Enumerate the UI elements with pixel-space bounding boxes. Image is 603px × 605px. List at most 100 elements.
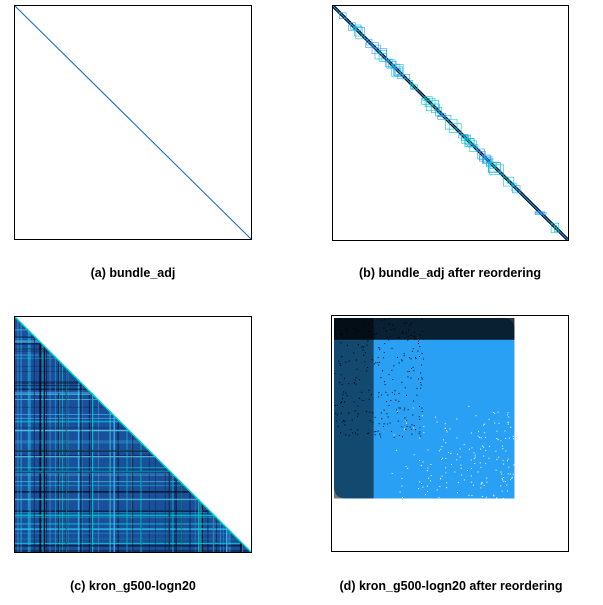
speckle-dark: [343, 391, 345, 393]
speckle-light: [419, 481, 421, 483]
speckle-light: [430, 475, 432, 477]
speckle-light: [456, 453, 458, 455]
band-blocks: [339, 12, 559, 233]
speckle-light: [503, 463, 505, 465]
speckle-dark: [354, 410, 356, 412]
speckle-dark: [420, 435, 422, 437]
band-block: [424, 96, 433, 107]
speckle-dark: [399, 407, 401, 409]
speckle-light: [422, 461, 424, 463]
speckle-dark: [373, 337, 375, 339]
speckle-dark: [395, 399, 397, 401]
speckle-dark: [414, 356, 416, 358]
speckle-dark: [397, 412, 399, 414]
speckle-dark: [337, 425, 339, 427]
speckle-dark: [414, 338, 416, 340]
speckle-light: [483, 455, 485, 457]
speckle-dark: [401, 426, 403, 428]
speckle-dark: [411, 433, 413, 435]
speckle-light: [511, 477, 513, 479]
speckle-dark: [382, 370, 384, 372]
speckle-light: [421, 415, 423, 417]
speckle-dark: [340, 342, 342, 344]
speckle-dark: [361, 391, 363, 393]
speckle-light: [419, 437, 421, 439]
speckle-dark: [412, 414, 414, 416]
speckle-light: [483, 446, 485, 448]
lower-triangle-pattern: [15, 317, 251, 552]
speckle-dark: [342, 406, 344, 408]
speckle-light: [456, 437, 458, 439]
speckle-dark: [414, 429, 416, 431]
speckle-dark: [379, 433, 381, 435]
speckle-dark: [367, 433, 369, 434]
speckle-dark: [377, 396, 379, 398]
speckle-dark: [419, 418, 421, 420]
speckle-dark: [355, 331, 357, 333]
speckle-light: [445, 472, 447, 474]
speckle-light: [492, 411, 494, 413]
speckle-light: [446, 482, 448, 484]
speckle-dark: [407, 409, 409, 411]
band-block: [507, 179, 510, 184]
band-block: [348, 24, 362, 31]
speckle-dark: [405, 322, 407, 324]
speckle-light: [463, 444, 465, 446]
speckle-light: [428, 477, 430, 479]
speckle-dark: [343, 377, 345, 379]
speckle-dark: [420, 387, 422, 389]
speckle-dark: [355, 383, 357, 385]
speckle-light: [513, 438, 515, 440]
speckle-dark: [408, 371, 410, 373]
speckle-dark: [382, 425, 384, 427]
speckle-dark: [369, 411, 371, 413]
speckle-dark: [368, 323, 370, 325]
speckle-light: [509, 473, 511, 475]
speckle-light: [427, 491, 429, 493]
speckle-dark: [392, 379, 394, 381]
speckle-dark: [351, 419, 353, 421]
speckle-light: [507, 423, 509, 425]
speckle-light: [498, 456, 500, 458]
speckle-dark: [341, 401, 343, 403]
speckle-dark: [355, 376, 357, 378]
speckle-dark: [421, 352, 423, 354]
speckle-light: [430, 464, 432, 466]
speckle-light: [441, 475, 443, 477]
speckle-light: [441, 445, 443, 447]
speckle-dark: [418, 405, 420, 407]
speckle-light: [500, 485, 502, 487]
speckle-dark: [401, 381, 403, 383]
speckle-dark: [397, 420, 399, 422]
spy-plot-kron-g500-reordered: [331, 315, 569, 552]
speckle-light: [466, 469, 468, 471]
speckle-light: [420, 465, 422, 467]
speckle-dark: [343, 420, 344, 422]
speckle-dark: [341, 334, 343, 336]
speckle-light: [503, 480, 505, 482]
speckle-light: [407, 467, 409, 469]
speckle-light: [444, 423, 446, 425]
speckle-dark: [411, 350, 413, 352]
speckle-light: [445, 457, 447, 459]
speckle-light: [468, 405, 470, 407]
speckle-dark: [374, 416, 376, 418]
speckle-light: [396, 410, 398, 412]
speckle-dark: [335, 412, 337, 414]
speckle-light: [422, 486, 424, 488]
speckle-dark: [354, 328, 356, 330]
speckle-dark: [344, 420, 346, 422]
speckle-dark: [363, 346, 365, 348]
speckle-light: [483, 424, 485, 426]
speckle-light: [493, 495, 495, 497]
speckle-dark: [339, 318, 341, 320]
speckle-dark: [409, 357, 411, 359]
speckle-dark: [374, 434, 376, 436]
band-block: [488, 162, 501, 173]
band-block: [422, 97, 431, 101]
speckle-dark: [384, 343, 386, 345]
band-block: [444, 118, 458, 130]
band-block: [477, 148, 485, 160]
speckle-light: [404, 428, 406, 430]
speckle-light: [438, 450, 440, 452]
